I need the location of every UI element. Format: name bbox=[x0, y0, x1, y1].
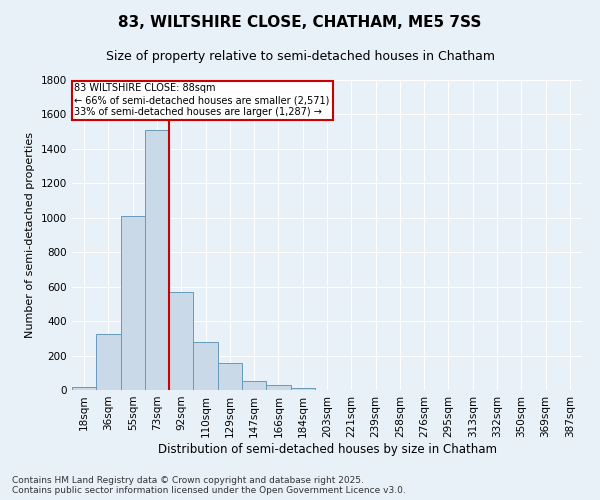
Bar bbox=[72, 388, 96, 390]
Bar bbox=[145, 130, 169, 390]
Bar bbox=[96, 334, 121, 390]
Bar bbox=[121, 216, 145, 390]
Text: 83, WILTSHIRE CLOSE, CHATHAM, ME5 7SS: 83, WILTSHIRE CLOSE, CHATHAM, ME5 7SS bbox=[118, 15, 482, 30]
Text: Contains HM Land Registry data © Crown copyright and database right 2025.
Contai: Contains HM Land Registry data © Crown c… bbox=[12, 476, 406, 495]
Bar bbox=[242, 382, 266, 390]
Bar bbox=[193, 342, 218, 390]
Y-axis label: Number of semi-detached properties: Number of semi-detached properties bbox=[25, 132, 35, 338]
Bar bbox=[218, 364, 242, 390]
Text: Size of property relative to semi-detached houses in Chatham: Size of property relative to semi-detach… bbox=[106, 50, 494, 63]
Bar bbox=[266, 385, 290, 390]
X-axis label: Distribution of semi-detached houses by size in Chatham: Distribution of semi-detached houses by … bbox=[157, 442, 497, 456]
Bar bbox=[290, 388, 315, 390]
Text: 83 WILTSHIRE CLOSE: 88sqm
← 66% of semi-detached houses are smaller (2,571)
33% : 83 WILTSHIRE CLOSE: 88sqm ← 66% of semi-… bbox=[74, 84, 330, 116]
Bar bbox=[169, 292, 193, 390]
